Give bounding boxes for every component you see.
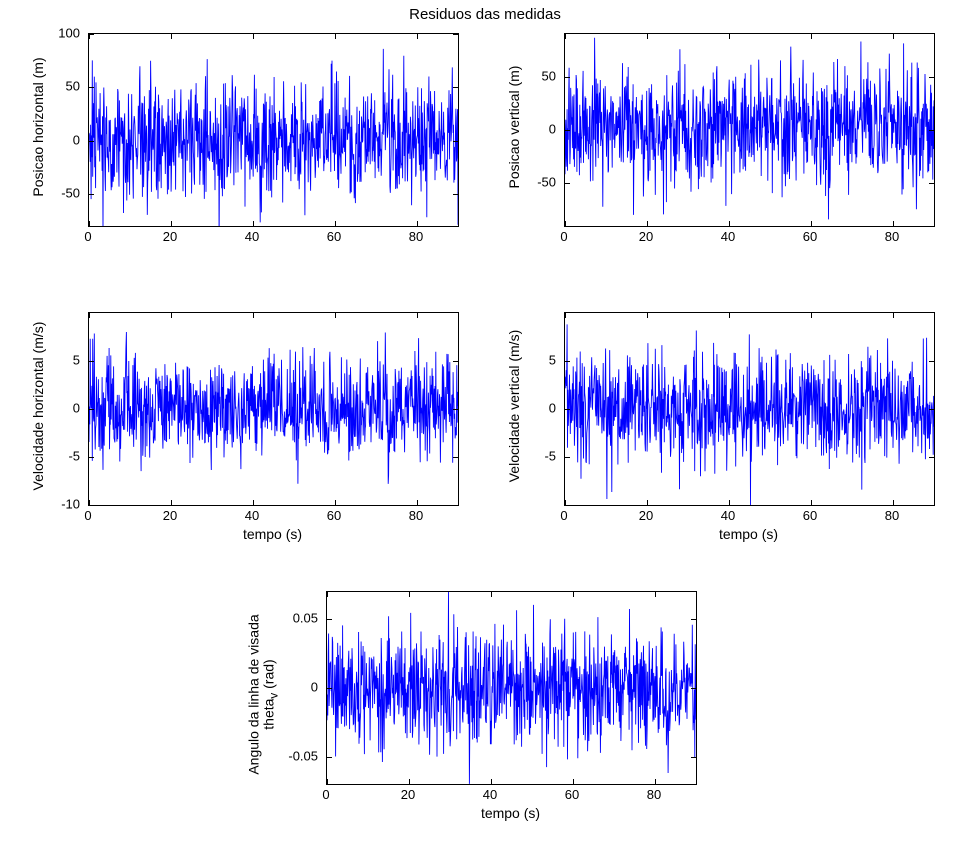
y-tick-label: 0 (278, 680, 318, 695)
x-tick-label: 20 (401, 787, 415, 802)
y-tick-label: -0.05 (278, 748, 318, 763)
x-tick-label: 40 (483, 787, 497, 802)
y-tick-label: 0.05 (278, 611, 318, 626)
plot-area (326, 591, 697, 785)
x-axis-label: tempo (s) (326, 805, 695, 821)
trace-line (327, 592, 696, 784)
y-axis-label: Angulo da linha de visadathetav (rad) (246, 599, 281, 791)
x-tick-label: 0 (322, 787, 329, 802)
x-tick-label: 80 (647, 787, 661, 802)
panel-bottom: 0 20 40 60 80 -0.05 0 0.05Angulo da linha de vi… (0, 0, 970, 859)
x-tick-label: 60 (565, 787, 579, 802)
figure: Residuos das medidas 020406080-50050100P… (0, 0, 970, 859)
